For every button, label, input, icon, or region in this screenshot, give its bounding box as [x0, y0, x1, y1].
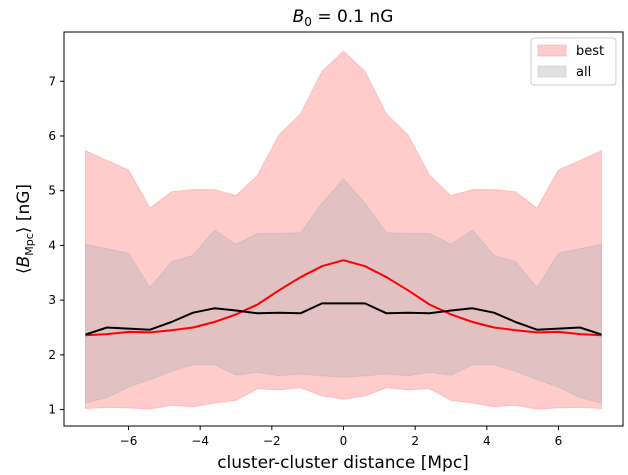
bands-layer [85, 50, 602, 410]
x-tick-label: 6 [555, 434, 563, 448]
series-line-1 [85, 302, 602, 336]
x-axis: −6 −4 −2 0 2 4 6 [120, 426, 563, 448]
y-tick-label: 2 [48, 348, 56, 362]
y-tick-label: 6 [48, 129, 56, 143]
x-tick-label: −6 [120, 434, 138, 448]
y-tick-label: 5 [48, 184, 56, 198]
y-tick-label: 1 [48, 403, 56, 417]
x-axis-label: cluster-cluster distance [Mpc] [217, 453, 469, 473]
legend-swatch-all [537, 65, 567, 78]
legend: best all [530, 37, 617, 86]
x-tick-label: 0 [340, 434, 348, 448]
y-axis-label: ⟨BMpc⟩ [nG] [14, 184, 36, 274]
x-tick-label: 4 [483, 434, 491, 448]
x-tick-label: −4 [191, 434, 209, 448]
y-axis: 1 2 3 4 5 6 7 [48, 74, 64, 417]
y-tick-label: 3 [48, 293, 56, 307]
band-best [85, 50, 602, 410]
y-tick-label: 4 [48, 238, 56, 252]
legend-label-best: best [576, 44, 604, 59]
y-tick-label: 7 [48, 74, 56, 88]
x-tick-label: −2 [263, 434, 281, 448]
legend-label-all: all [576, 65, 591, 80]
chart-title: B0 = 0.1 nG [293, 7, 394, 29]
x-tick-label: 2 [411, 434, 419, 448]
series-line-0 [85, 259, 602, 337]
band-all [85, 177, 602, 404]
legend-swatch-best [537, 44, 567, 57]
lines-layer [85, 259, 602, 337]
